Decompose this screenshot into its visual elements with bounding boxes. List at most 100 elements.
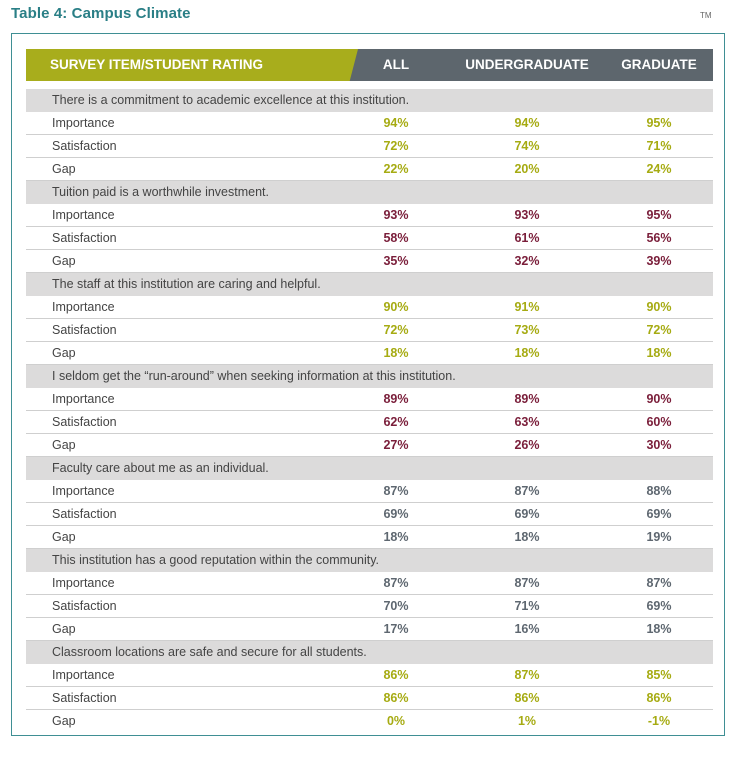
rating-label: Gap — [52, 622, 76, 636]
value-undergrad: 89% — [514, 392, 540, 406]
value-undergrad: 69% — [514, 507, 540, 521]
value-all: 72% — [383, 323, 409, 337]
value-all: 27% — [383, 438, 409, 452]
value-undergrad: 18% — [514, 530, 540, 544]
rating-label: Satisfaction — [52, 323, 117, 337]
rating-label: Gap — [52, 162, 76, 176]
table-frame — [11, 33, 725, 736]
rating-row: Gap 22% 20% 24% — [26, 158, 713, 181]
campus-climate-table: SURVEY ITEM/STUDENT RATING ALL UNDERGRAD… — [26, 49, 713, 733]
rating-label: Satisfaction — [52, 231, 117, 245]
value-grad: 69% — [646, 599, 672, 613]
value-grad: 72% — [646, 323, 672, 337]
value-all: 0% — [386, 714, 406, 728]
value-all: 70% — [383, 599, 409, 613]
value-all: 18% — [383, 346, 409, 360]
value-grad: 90% — [646, 300, 672, 314]
survey-item-question: There is a commitment to academic excell… — [26, 89, 713, 112]
value-undergrad: 86% — [514, 691, 540, 705]
rating-row: Importance 90% 91% 90% — [26, 296, 713, 319]
rating-label: Importance — [52, 300, 115, 314]
rating-label: Gap — [52, 530, 76, 544]
value-grad: 60% — [646, 415, 672, 429]
rating-row: Gap 35% 32% 39% — [26, 250, 713, 273]
value-undergrad: 18% — [514, 346, 540, 360]
rating-label: Gap — [52, 254, 76, 268]
value-grad: 90% — [646, 392, 672, 406]
value-grad: 71% — [646, 139, 672, 153]
value-undergrad: 73% — [514, 323, 540, 337]
rating-label: Satisfaction — [52, 507, 117, 521]
value-all: 69% — [383, 507, 409, 521]
value-grad: 86% — [646, 691, 672, 705]
value-all: 86% — [383, 668, 409, 682]
rating-label: Gap — [52, 346, 76, 360]
header-undergraduate: UNDERGRADUATE — [465, 57, 589, 72]
rating-label: Importance — [52, 116, 115, 130]
value-undergrad: 87% — [514, 576, 540, 590]
rating-label: Importance — [52, 668, 115, 682]
rating-row: Importance 87% 87% 87% — [26, 572, 713, 595]
rating-label: Importance — [52, 484, 115, 498]
rating-row: Gap 18% 18% 18% — [26, 342, 713, 365]
value-grad: 19% — [646, 530, 672, 544]
value-all: 22% — [383, 162, 409, 176]
value-undergrad: 26% — [514, 438, 540, 452]
table-title: Table 4: Campus Climate — [11, 5, 191, 22]
value-all: 62% — [383, 415, 409, 429]
value-undergrad: 93% — [514, 208, 540, 222]
survey-item-question: The staff at this institution are caring… — [26, 273, 713, 296]
rating-row: Satisfaction 62% 63% 60% — [26, 411, 713, 434]
value-grad: 85% — [646, 668, 672, 682]
value-all: 18% — [383, 530, 409, 544]
value-grad: 56% — [646, 231, 672, 245]
trademark-mark: TM — [700, 11, 712, 20]
rating-row: Importance 89% 89% 90% — [26, 388, 713, 411]
rating-row: Satisfaction 70% 71% 69% — [26, 595, 713, 618]
value-grad: 87% — [646, 576, 672, 590]
table-body: There is a commitment to academic excell… — [26, 89, 713, 733]
value-all: 87% — [383, 484, 409, 498]
survey-item-question: This institution has a good reputation w… — [26, 549, 713, 572]
value-undergrad: 87% — [514, 484, 540, 498]
rating-row: Importance 93% 93% 95% — [26, 204, 713, 227]
rating-row: Gap 0% 1% -1% — [26, 710, 713, 733]
value-all: 93% — [383, 208, 409, 222]
value-undergrad: 94% — [514, 116, 540, 130]
value-undergrad: 32% — [514, 254, 540, 268]
value-all: 86% — [383, 691, 409, 705]
rating-label: Importance — [52, 576, 115, 590]
header-graduate: GRADUATE — [621, 57, 697, 72]
value-grad: 39% — [646, 254, 672, 268]
survey-item-question: Classroom locations are safe and secure … — [26, 641, 713, 664]
rating-row: Importance 86% 87% 85% — [26, 664, 713, 687]
rating-row: Satisfaction 86% 86% 86% — [26, 687, 713, 710]
value-all: 72% — [383, 139, 409, 153]
value-all: 89% — [383, 392, 409, 406]
value-undergrad: 74% — [514, 139, 540, 153]
value-all: 94% — [383, 116, 409, 130]
rating-label: Satisfaction — [52, 599, 117, 613]
rating-row: Gap 17% 16% 18% — [26, 618, 713, 641]
table-header: SURVEY ITEM/STUDENT RATING ALL UNDERGRAD… — [26, 49, 713, 81]
value-undergrad: 20% — [514, 162, 540, 176]
value-grad: 18% — [646, 622, 672, 636]
header-all: ALL — [382, 57, 410, 72]
rating-row: Gap 27% 26% 30% — [26, 434, 713, 457]
rating-row: Satisfaction 72% 74% 71% — [26, 135, 713, 158]
rating-row: Importance 94% 94% 95% — [26, 112, 713, 135]
value-grad: 88% — [646, 484, 672, 498]
rating-label: Satisfaction — [52, 139, 117, 153]
rating-row: Satisfaction 58% 61% 56% — [26, 227, 713, 250]
survey-item-question: Tuition paid is a worthwhile investment. — [26, 181, 713, 204]
survey-item-question: Faculty care about me as an individual. — [26, 457, 713, 480]
value-all: 87% — [383, 576, 409, 590]
rating-row: Importance 87% 87% 88% — [26, 480, 713, 503]
value-all: 17% — [383, 622, 409, 636]
value-all: 35% — [383, 254, 409, 268]
value-undergrad: 61% — [514, 231, 540, 245]
rating-label: Gap — [52, 438, 76, 452]
value-undergrad: 91% — [514, 300, 540, 314]
value-grad: 95% — [646, 208, 672, 222]
rating-row: Gap 18% 18% 19% — [26, 526, 713, 549]
